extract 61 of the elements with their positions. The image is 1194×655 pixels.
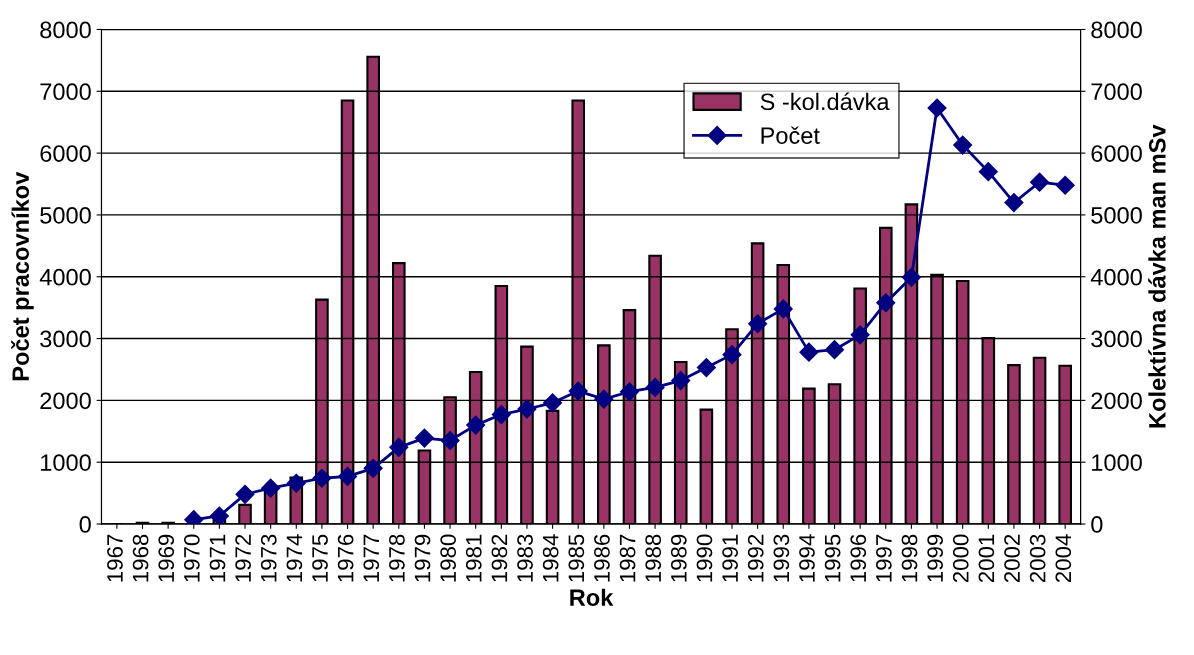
- y2-tick-label: 4000: [1090, 268, 1142, 286]
- x-tick-label: 1984: [542, 534, 559, 582]
- y-tick-label: 5000: [40, 206, 91, 224]
- y-tick-label: 0: [79, 516, 91, 533]
- x-tick-label: 2003: [1029, 534, 1046, 583]
- x-tick-label: 2001: [978, 534, 995, 583]
- x-tick-label: 1992: [747, 534, 764, 582]
- y2-tick-label: 2000: [1091, 392, 1142, 410]
- x-tick-label: 2004: [1055, 534, 1072, 583]
- x-tick-label: 1971: [209, 534, 226, 582]
- x-tick-label: 2002: [1004, 534, 1020, 583]
- y2-tick-label: 0: [1091, 516, 1103, 533]
- x-tick-label: 1993: [773, 534, 790, 582]
- x-tick-label: 1988: [645, 534, 662, 582]
- x-tick-label: 1987: [619, 534, 636, 582]
- x-tick-label: 1998: [901, 534, 918, 582]
- x-tick-label: 1995: [824, 534, 841, 582]
- y-tick-label: 3000: [40, 330, 91, 348]
- y2-tick-label: 3000: [1091, 330, 1142, 348]
- x-tick-label: 2000: [952, 534, 969, 583]
- x-tick-label: 1967: [107, 534, 123, 582]
- x-tick-label: 1980: [440, 534, 457, 582]
- x-tick-label: 1970: [183, 534, 200, 582]
- x-tick-label: 1997: [876, 534, 892, 582]
- legend-label: Počet: [761, 126, 820, 144]
- y-tick-label: 2000: [40, 392, 91, 410]
- x-tick-label: 1974: [286, 534, 303, 582]
- x-tick-label: 1982: [491, 534, 508, 582]
- y2-tick-label: 7000: [1091, 83, 1142, 101]
- y2-tick-label: 6000: [1091, 145, 1142, 162]
- x-tick-label: 1989: [670, 534, 687, 582]
- x-tick-label: 1983: [517, 534, 533, 582]
- x-tick-label: 1978: [389, 534, 405, 582]
- x-tick-label: 1985: [568, 534, 585, 582]
- legend-label: S -kol.dávka: [760, 92, 890, 111]
- y-tick-label: 8000: [40, 21, 91, 39]
- x-tick-label: 1996: [850, 534, 867, 582]
- x-tick-label: 1981: [465, 534, 482, 582]
- x-tick-label: 1977: [363, 534, 380, 582]
- y-tick-label: 4000: [39, 268, 91, 286]
- x-tick-label: 1994: [799, 534, 815, 582]
- y-tick-label: 7000: [40, 83, 91, 101]
- x-tick-label: 1999: [927, 534, 944, 582]
- x-tick-label: 1991: [722, 534, 738, 582]
- y2-tick-label: 8000: [1091, 21, 1142, 39]
- x-tick-label: 1968: [132, 534, 149, 582]
- x-tick-label: 1969: [158, 534, 175, 582]
- x-axis-title: Rok: [570, 588, 614, 607]
- y2-tick-label: 1000: [1092, 454, 1142, 471]
- x-tick-label: 1976: [337, 534, 354, 582]
- x-tick-label: 1986: [594, 534, 610, 582]
- x-tick-label: 1975: [312, 534, 328, 582]
- x-tick-label: 1979: [414, 534, 431, 582]
- x-tick-label: 1973: [260, 534, 277, 582]
- x-tick-label: 1990: [696, 534, 713, 582]
- y2-axis-title: Kolektívna dávka man mSv: [1148, 124, 1166, 428]
- y-tick-label: 1000: [41, 454, 91, 471]
- y-tick-label: 6000: [40, 145, 91, 162]
- y2-tick-label: 5000: [1091, 206, 1142, 224]
- x-tick-label: 1972: [235, 534, 251, 582]
- y-axis-title: Počet pracovníkov: [11, 171, 34, 381]
